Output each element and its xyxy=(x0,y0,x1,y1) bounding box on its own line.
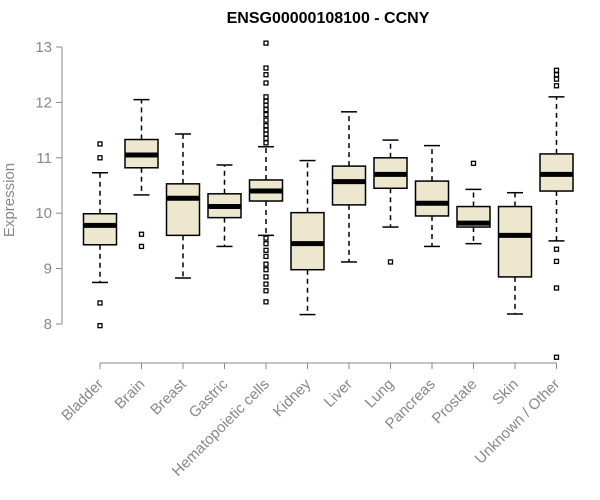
outlier-point xyxy=(553,246,560,252)
box-liver xyxy=(331,111,367,263)
box-gastric xyxy=(207,164,242,248)
outlier-point xyxy=(263,106,269,113)
box-kidney xyxy=(290,159,325,316)
y-tick-label: 12 xyxy=(35,94,52,111)
iqr-box xyxy=(165,183,201,237)
outlier-point xyxy=(263,40,269,46)
outlier-point xyxy=(263,274,269,280)
outlier-point xyxy=(263,241,269,247)
outlier-point xyxy=(263,261,269,267)
chart-title: ENSG00000108100 - CCNY xyxy=(227,10,430,27)
iqr-box xyxy=(414,180,450,217)
outlier-point xyxy=(97,141,103,147)
outlier-point xyxy=(263,140,269,146)
outlier-point xyxy=(263,267,269,273)
outlier-point xyxy=(553,285,560,291)
box-pancreas xyxy=(414,144,450,248)
outlier-point xyxy=(553,67,560,73)
box-bladder xyxy=(82,141,118,329)
y-tick-label: 8 xyxy=(44,316,52,333)
outlier-point xyxy=(553,258,560,265)
outlier-point xyxy=(263,111,269,118)
outlier-point xyxy=(263,288,269,294)
outlier-point xyxy=(553,72,560,78)
outlier-point xyxy=(263,235,269,241)
x-tick-label: Kidney xyxy=(270,375,315,420)
outlier-point xyxy=(263,253,269,260)
outlier-point xyxy=(263,281,269,287)
y-tick-label: 11 xyxy=(36,150,52,167)
outlier-point xyxy=(263,135,269,142)
y-axis-label: Expression xyxy=(1,163,18,237)
outlier-point xyxy=(553,354,560,360)
y-axis: 8 9 10 11 12 13 xyxy=(35,39,63,333)
x-tick-label: Prostate xyxy=(429,376,481,428)
outlier-point xyxy=(263,102,269,108)
box-prostate xyxy=(456,160,491,245)
iqr-box xyxy=(331,165,367,206)
outlier-point xyxy=(470,160,477,166)
outlier-point xyxy=(263,131,269,137)
outlier-point xyxy=(263,72,269,78)
outlier-point xyxy=(138,243,145,250)
box-series xyxy=(82,40,574,360)
box-skin xyxy=(497,191,533,315)
outlier-point xyxy=(263,117,269,123)
outlier-point xyxy=(553,83,560,89)
outlier-point xyxy=(263,80,269,86)
outlier-point xyxy=(263,123,269,129)
x-tick-label: Brain xyxy=(112,376,149,413)
outlier-point xyxy=(553,76,560,82)
x-tick-label: Skin xyxy=(489,376,522,409)
outlier-point xyxy=(263,299,269,305)
outlier-point xyxy=(387,259,394,265)
y-tick-label: 10 xyxy=(35,205,52,222)
x-tick-label: Breast xyxy=(147,375,190,418)
iqr-box xyxy=(497,205,533,278)
box-hematopoietic-cells xyxy=(248,40,284,305)
y-tick-label: 9 xyxy=(44,261,52,278)
outlier-point xyxy=(97,155,103,161)
outlier-point xyxy=(263,94,269,100)
y-tick-label: 13 xyxy=(35,39,52,56)
outlier-point xyxy=(97,300,103,306)
x-tick-label: Liver xyxy=(321,376,356,411)
outlier-point xyxy=(138,231,145,237)
x-tick-label: Lung xyxy=(362,376,398,412)
box-brain xyxy=(124,98,159,250)
iqr-box xyxy=(82,213,118,246)
box-unknown-other xyxy=(539,67,574,360)
x-tick-label: Bladder xyxy=(58,376,107,425)
box-lung xyxy=(373,139,408,265)
outlier-point xyxy=(263,247,269,253)
box-breast xyxy=(165,133,201,279)
outlier-point xyxy=(263,65,269,71)
outlier-point xyxy=(97,323,103,329)
